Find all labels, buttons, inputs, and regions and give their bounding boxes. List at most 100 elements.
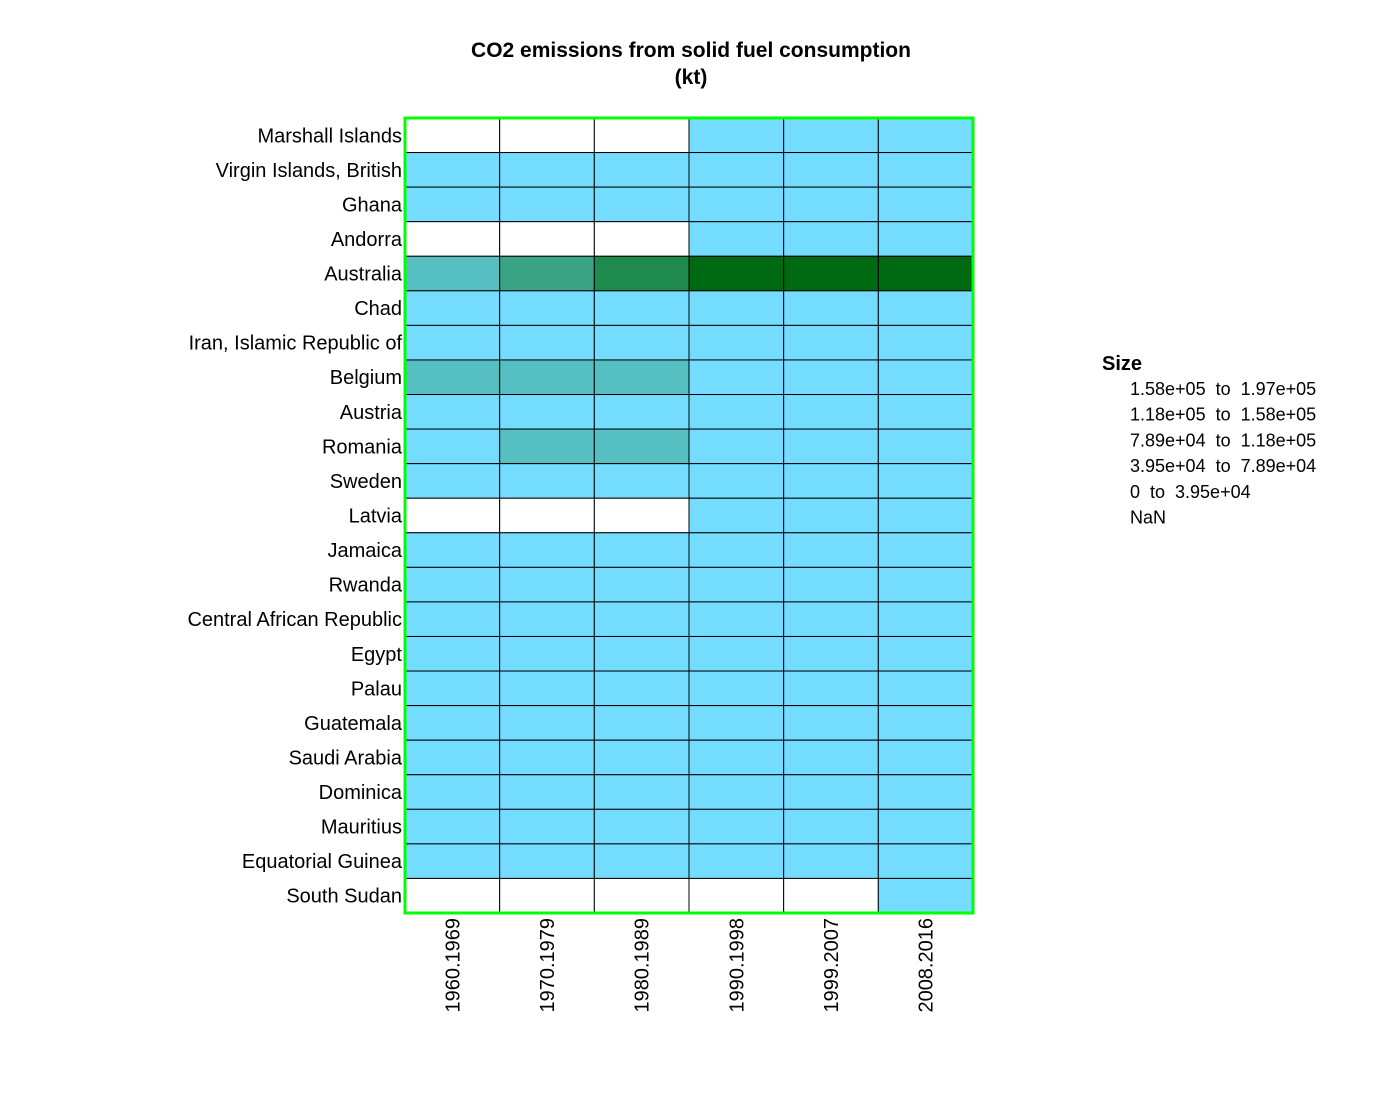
heatmap-cell (877, 117, 974, 154)
heatmap-cell (593, 808, 690, 845)
column-label: 1990.1998 (726, 918, 748, 1013)
heatmap-cell (404, 290, 501, 326)
legend-item: 0 to 3.95e+04 (1130, 482, 1251, 502)
heatmap-cell (593, 290, 690, 326)
chart-title-line: CO2 emissions from solid fuel consumptio… (471, 39, 911, 62)
heatmap-cell (593, 324, 690, 361)
row-label: Andorra (331, 229, 403, 251)
heatmap-cell (783, 635, 879, 672)
heatmap-cell (877, 359, 974, 396)
heatmap-cell (593, 601, 690, 637)
heatmap-cell (877, 670, 974, 707)
heatmap-cell (688, 601, 785, 637)
row-label: Jamaica (328, 540, 403, 562)
heatmap-cell (877, 843, 974, 879)
heatmap-cell (499, 255, 595, 292)
heatmap-cell (593, 705, 690, 741)
heatmap-cell (404, 635, 501, 672)
row-label: Romania (322, 436, 403, 458)
heatmap-cell (877, 566, 974, 603)
heatmap-cell (499, 186, 595, 223)
heatmap-cell (783, 877, 879, 914)
heatmap-cell (688, 843, 785, 879)
plot-frame (403, 116, 975, 915)
heatmap-cell (877, 739, 974, 776)
heatmap-cell (499, 670, 595, 707)
row-label: Central African Republic (187, 609, 402, 631)
heatmap-cell (404, 601, 501, 637)
heatmap-cell (404, 705, 501, 741)
column-label: 1960.1969 (442, 918, 464, 1013)
heatmap-cell (877, 463, 974, 499)
heatmap-cells (403, 116, 975, 915)
heatmap-cell (404, 532, 501, 568)
heatmap-cell (593, 152, 690, 188)
heatmap-cell (593, 428, 690, 465)
heatmap-cell (783, 843, 879, 879)
heatmap-cell (783, 808, 879, 845)
heatmap-cell (499, 532, 595, 568)
heatmap-cell (499, 705, 595, 741)
heatmap-cell (783, 394, 879, 430)
heatmap-cell (499, 221, 595, 257)
heatmap-cell (593, 843, 690, 879)
heatmap-cell (404, 324, 501, 361)
row-label: Iran, Islamic Republic of (189, 333, 403, 355)
heatmap-cell (593, 877, 690, 914)
row-label: Marshall Islands (257, 125, 402, 147)
heatmap-cell (688, 532, 785, 568)
heatmap-cell (877, 877, 974, 914)
heatmap-cell (404, 186, 501, 223)
heatmap-cell (404, 566, 501, 603)
heatmap-cell (688, 635, 785, 672)
chart-title-line: (kt) (675, 66, 708, 89)
heatmap-cell (499, 359, 595, 396)
legend-item: 7.89e+04 to 1.18e+05 (1130, 430, 1316, 450)
heatmap-cell (783, 497, 879, 534)
heatmap-cell (499, 290, 595, 326)
heatmap-cell (877, 394, 974, 430)
row-label: Palau (351, 678, 402, 700)
heatmap-cell (877, 186, 974, 223)
legend-item: 1.58e+05 to 1.97e+05 (1130, 379, 1316, 399)
heatmap-cell (404, 808, 501, 845)
heatmap-cell (688, 463, 785, 499)
row-label: Saudi Arabia (289, 747, 403, 769)
heatmap-cell (593, 739, 690, 776)
heatmap-cell (877, 635, 974, 672)
heatmap-cell (593, 463, 690, 499)
row-label: Guatemala (304, 713, 403, 735)
heatmap-cell (404, 428, 501, 465)
row-label: Virgin Islands, British (216, 160, 402, 182)
column-label: 2008.2016 (916, 918, 938, 1013)
column-labels: 1960.1969 1970.1979 1980.1989 1990.1998 1999… (442, 918, 937, 1013)
heatmap-cell (783, 670, 879, 707)
heatmap-cell (688, 497, 785, 534)
heatmap-cell (499, 601, 595, 637)
heatmap-cell (593, 566, 690, 603)
heatmap-cell (499, 774, 595, 810)
heatmap-cell (404, 152, 501, 188)
heatmap-cell (404, 774, 501, 810)
heatmap-cell (783, 463, 879, 499)
heatmap-cell (688, 152, 785, 188)
heatmap-cell (783, 359, 879, 396)
heatmap-cell (593, 117, 690, 154)
heatmap-cell (404, 394, 501, 430)
heatmap-cell (404, 497, 501, 534)
legend-item: 1.18e+05 to 1.58e+05 (1130, 405, 1316, 425)
heatmap-cell (404, 877, 501, 914)
row-label: Chad (354, 298, 402, 320)
row-label: Latvia (349, 506, 403, 528)
row-label: Australia (324, 264, 403, 286)
heatmap-cell (877, 808, 974, 845)
heatmap-cell (688, 808, 785, 845)
heatmap-cell (877, 601, 974, 637)
heatmap-cell (688, 428, 785, 465)
heatmap-cell (593, 255, 690, 292)
heatmap-cell (783, 566, 879, 603)
legend-item: NaN (1130, 508, 1166, 528)
heatmap-cell (688, 670, 785, 707)
